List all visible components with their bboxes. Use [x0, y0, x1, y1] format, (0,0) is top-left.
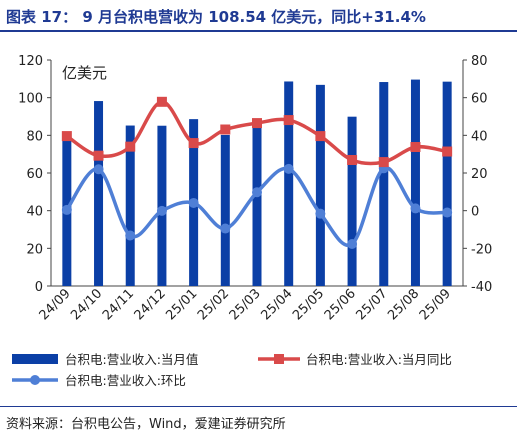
left-tick-label: 120: [18, 54, 43, 69]
line-series: [61, 96, 453, 250]
x-tick-label: 25/05: [290, 286, 327, 323]
bar-25-03: [252, 120, 262, 286]
x-tick-label: 25/06: [322, 286, 359, 323]
mom-point-25-08: [410, 203, 421, 214]
right-tick-label: -40: [471, 280, 492, 295]
bar-24-11: [125, 125, 135, 286]
yoy-point-25-07: [378, 157, 389, 168]
chart-title: 图表 17： 9 月台积电营收为 108.54 亿美元，同比+31.4%: [6, 8, 426, 26]
mom-point-25-05: [315, 208, 326, 219]
right-tick-label: 40: [471, 129, 488, 144]
right-tick-label: 0: [471, 205, 479, 220]
mom-point-24-12: [156, 205, 167, 216]
x-tick-label: 25/01: [163, 286, 200, 323]
mom-point-25-09: [442, 207, 453, 218]
source-divider: [0, 406, 517, 407]
x-tick-label: 25/04: [258, 286, 295, 323]
mom-point-25-04: [283, 163, 294, 174]
legend-bar-label: 台积电:营业收入:当月值: [65, 352, 198, 367]
yoy-point-25-03: [252, 118, 262, 129]
mom-point-25-06: [347, 239, 358, 250]
legend-yoy-label: 台积电:营业收入:当月同比: [306, 352, 452, 367]
mom-point-25-01: [188, 197, 199, 208]
yoy-point-25-09: [442, 146, 453, 157]
yoy-point-25-01: [188, 138, 199, 149]
yoy-point-25-06: [347, 155, 358, 166]
right-tick-label: 80: [471, 54, 488, 69]
left-tick-label: 100: [18, 92, 43, 107]
bar-25-09: [442, 81, 452, 287]
bar-series: [62, 79, 452, 287]
legend-bar-swatch: [12, 354, 58, 364]
yoy-point-24-10: [93, 150, 104, 161]
x-tick-label: 25/08: [385, 286, 422, 323]
yoy-point-25-05: [315, 131, 326, 142]
right-tick-label: 60: [471, 92, 488, 107]
legend-mom-label: 台积电:营业收入:环比: [65, 373, 186, 388]
x-tick-label: 25/07: [353, 286, 390, 323]
source-note: 资料来源：台积电公告，Wind，爱建证券研究所: [6, 417, 286, 432]
x-tick-label: 25/09: [417, 286, 454, 323]
x-tick-label: 25/03: [227, 286, 264, 323]
left-tick-label: 60: [26, 167, 43, 182]
yoy-point-24-11: [125, 141, 136, 152]
yoy-point-25-08: [410, 142, 421, 153]
mom-point-25-02: [220, 223, 231, 234]
bar-25-05: [315, 84, 325, 286]
x-tick-label: 24/10: [68, 286, 105, 323]
yoy-point-24-12: [156, 96, 167, 107]
yoy-point-25-02: [220, 124, 231, 135]
left-tick-label: 0: [35, 280, 43, 295]
x-tick-label: 24/12: [132, 286, 169, 323]
mom-point-24-09: [61, 204, 72, 215]
unit-label: 亿美元: [62, 64, 107, 82]
legend-yoy-marker: [274, 354, 284, 364]
mom-point-24-10: [93, 164, 104, 175]
bar-25-08: [410, 79, 420, 286]
mom-point-25-03: [252, 187, 262, 198]
x-tick-labels: 24/0924/1024/1124/1225/0125/0225/0325/04…: [37, 286, 454, 323]
bar-25-04: [284, 81, 294, 286]
bar-25-06: [347, 116, 357, 287]
left-tick-label: 80: [26, 129, 43, 144]
x-tick-label: 24/11: [100, 286, 137, 323]
bar-25-07: [379, 82, 389, 286]
legend-mom-marker: [30, 375, 40, 385]
right-tick-label: 20: [471, 167, 488, 182]
yoy-point-25-04: [283, 115, 294, 126]
left-tick-label: 20: [26, 242, 43, 257]
bar-25-02: [220, 134, 230, 286]
title-divider: [0, 30, 517, 32]
mom-point-24-11: [125, 230, 136, 241]
axes: 0 20 40 60 80 100 120 -40 -20 0 20 40 60 80 亿美元: [18, 54, 492, 295]
x-tick-label: 25/02: [195, 286, 232, 323]
yoy-point-24-09: [61, 131, 72, 142]
left-tick-label: 40: [26, 205, 43, 220]
bar-24-10: [94, 101, 104, 286]
right-tick-label: -20: [471, 242, 492, 257]
revenue-chart: 0 20 40 60 80 100 120 -40 -20 0 20 40 60 80 亿美元 24/092…: [12, 54, 492, 388]
